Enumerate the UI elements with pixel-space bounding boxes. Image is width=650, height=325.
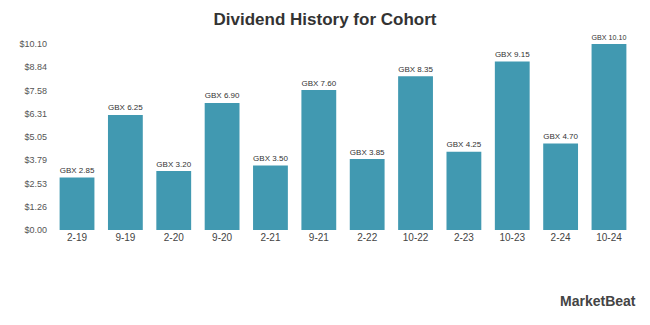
svg-text:$5.05: $5.05 bbox=[24, 132, 47, 142]
svg-text:GBX 3.85: GBX 3.85 bbox=[350, 148, 385, 157]
svg-text:GBX 9.15: GBX 9.15 bbox=[495, 50, 530, 59]
svg-text:2-24: 2-24 bbox=[551, 232, 571, 243]
svg-text:9-21: 9-21 bbox=[309, 232, 329, 243]
svg-text:GBX 8.35: GBX 8.35 bbox=[398, 65, 433, 74]
svg-text:10-23: 10-23 bbox=[499, 232, 525, 243]
svg-text:$2.53: $2.53 bbox=[24, 179, 47, 189]
svg-text:Dividend History for Cohort: Dividend History for Cohort bbox=[214, 10, 437, 29]
svg-text:10-22: 10-22 bbox=[403, 232, 429, 243]
svg-text:$10.10: $10.10 bbox=[19, 39, 47, 49]
svg-text:2-20: 2-20 bbox=[164, 232, 184, 243]
svg-text:9-19: 9-19 bbox=[115, 232, 135, 243]
svg-text:GBX 10.10: GBX 10.10 bbox=[592, 34, 627, 42]
svg-text:$8.84: $8.84 bbox=[24, 62, 47, 72]
svg-text:GBX 2.85: GBX 2.85 bbox=[60, 166, 95, 175]
svg-text:GBX 3.50: GBX 3.50 bbox=[253, 154, 288, 163]
svg-text:$1.26: $1.26 bbox=[24, 202, 47, 212]
svg-text:$7.58: $7.58 bbox=[24, 86, 47, 96]
svg-text:$6.31: $6.31 bbox=[24, 109, 47, 119]
svg-text:2-23: 2-23 bbox=[454, 232, 474, 243]
svg-text:2-21: 2-21 bbox=[260, 232, 280, 243]
svg-text:GBX 4.70: GBX 4.70 bbox=[543, 132, 578, 141]
svg-text:9-20: 9-20 bbox=[212, 232, 232, 243]
svg-text:10-24: 10-24 bbox=[596, 232, 622, 243]
svg-text:2-19: 2-19 bbox=[67, 232, 87, 243]
svg-text:MarketBeat: MarketBeat bbox=[560, 293, 636, 309]
svg-text:GBX 4.25: GBX 4.25 bbox=[447, 140, 482, 149]
svg-text:GBX 6.25: GBX 6.25 bbox=[108, 103, 143, 112]
svg-text:$0.00: $0.00 bbox=[24, 225, 47, 235]
svg-text:$3.79: $3.79 bbox=[24, 155, 47, 165]
svg-text:2-22: 2-22 bbox=[357, 232, 377, 243]
svg-text:GBX 3.20: GBX 3.20 bbox=[156, 160, 191, 169]
svg-text:GBX 7.60: GBX 7.60 bbox=[301, 79, 336, 88]
svg-text:GBX 6.90: GBX 6.90 bbox=[205, 91, 240, 100]
